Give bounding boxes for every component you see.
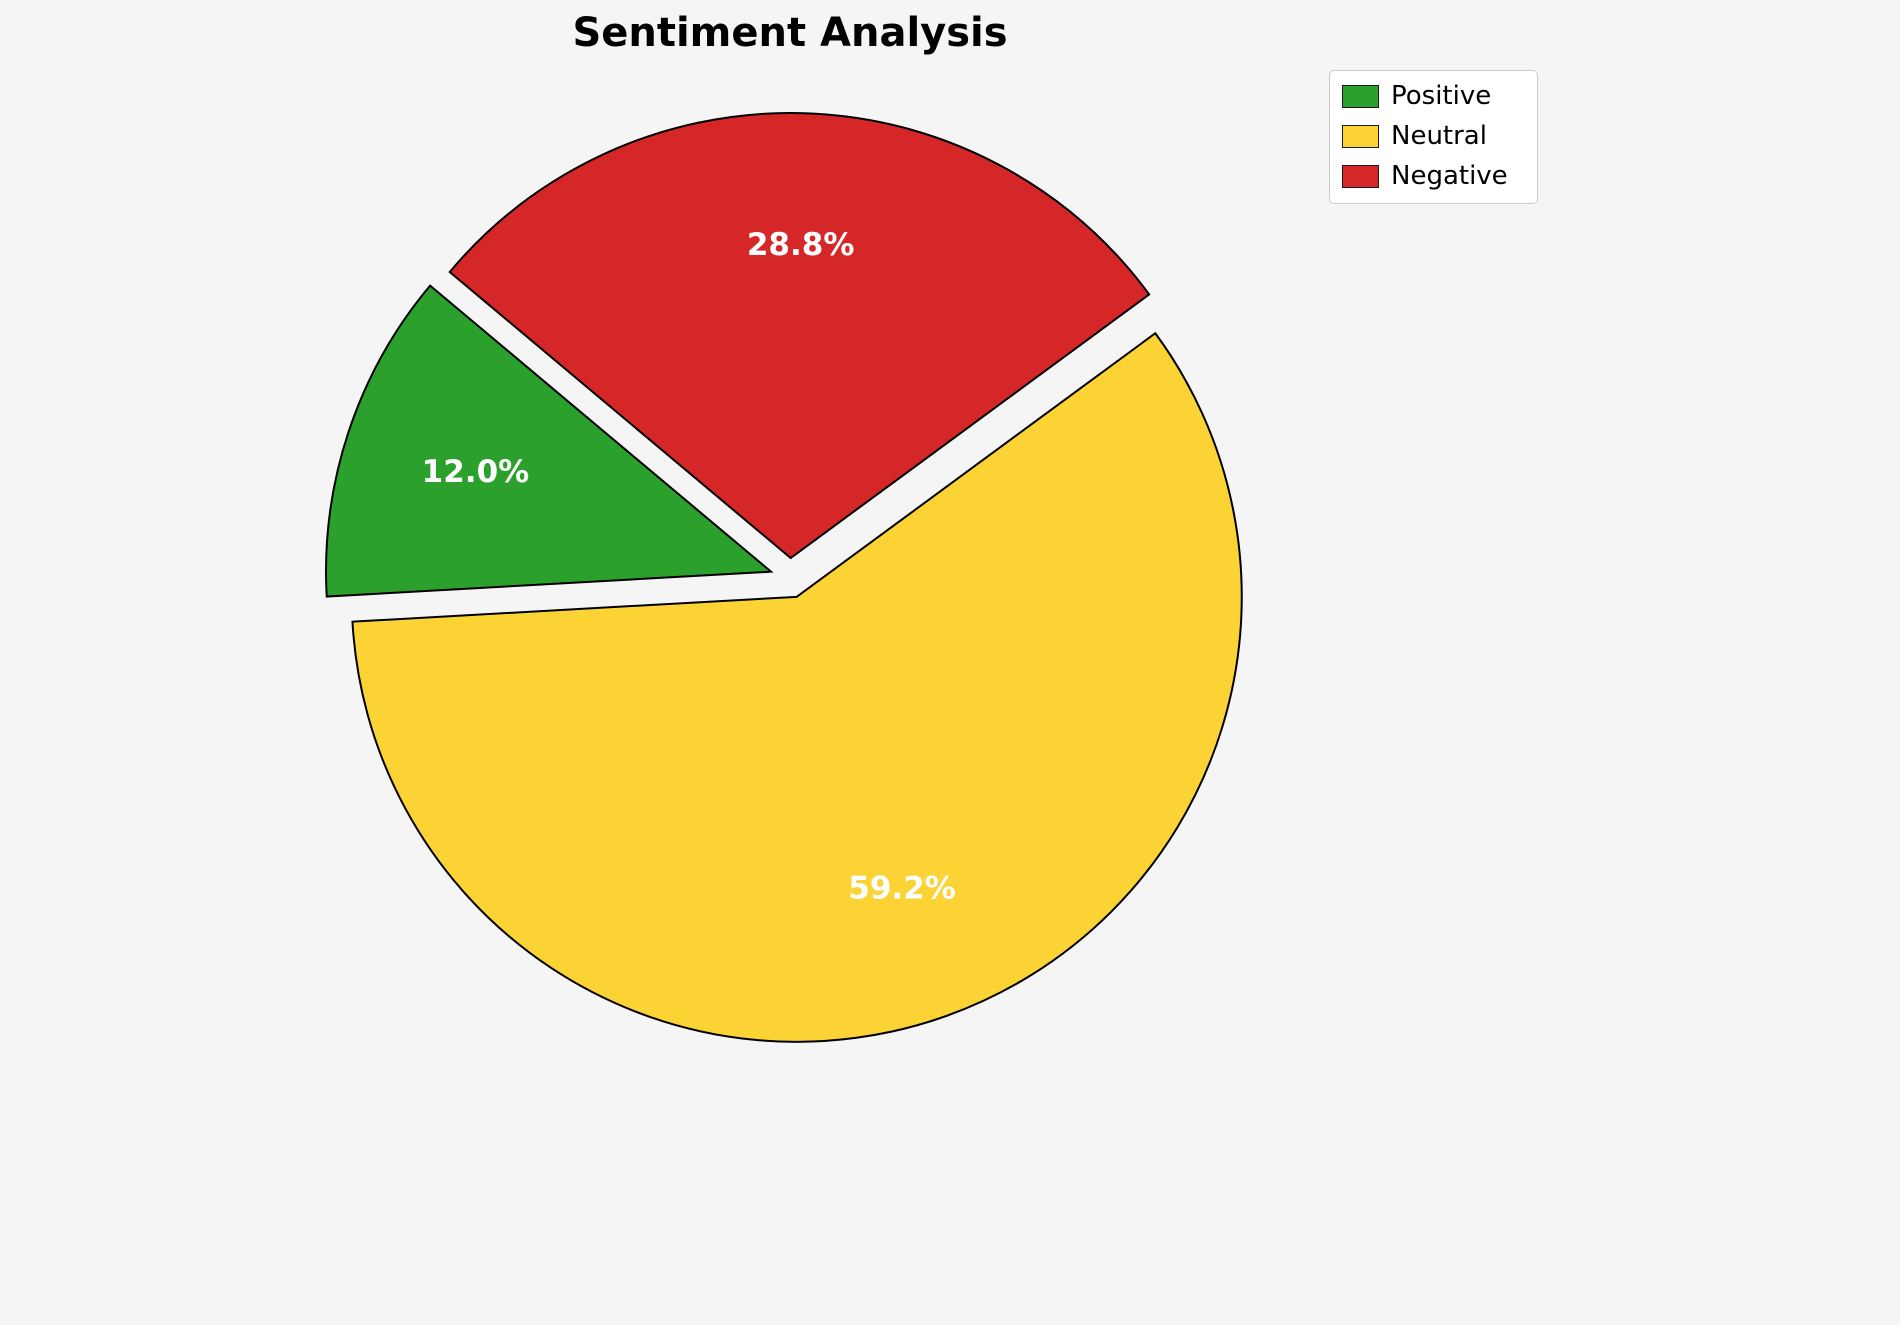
legend-item-positive: Positive (1342, 81, 1525, 112)
pie-slice-negative (448, 112, 1151, 560)
legend-swatch-negative (1342, 165, 1379, 189)
chart-legend: Positive Neutral Negative (1329, 70, 1538, 204)
legend-item-negative: Negative (1342, 161, 1525, 192)
pie-slice-neutral (351, 331, 1243, 1043)
legend-label-positive: Positive (1391, 81, 1492, 111)
chart-title: Sentiment Analysis (572, 10, 1008, 56)
legend-swatch-positive (1342, 85, 1379, 109)
legend-swatch-neutral (1342, 125, 1379, 149)
pie-slice-positive (325, 284, 774, 598)
legend-label-neutral: Neutral (1391, 121, 1487, 152)
pie-percent-label-positive: 12.0% (422, 454, 530, 490)
pie-percent-label-neutral: 59.2% (848, 870, 956, 906)
legend-label-negative: Negative (1391, 161, 1508, 192)
pie-percent-label-negative: 28.8% (747, 227, 855, 263)
legend-item-neutral: Neutral (1342, 121, 1525, 152)
